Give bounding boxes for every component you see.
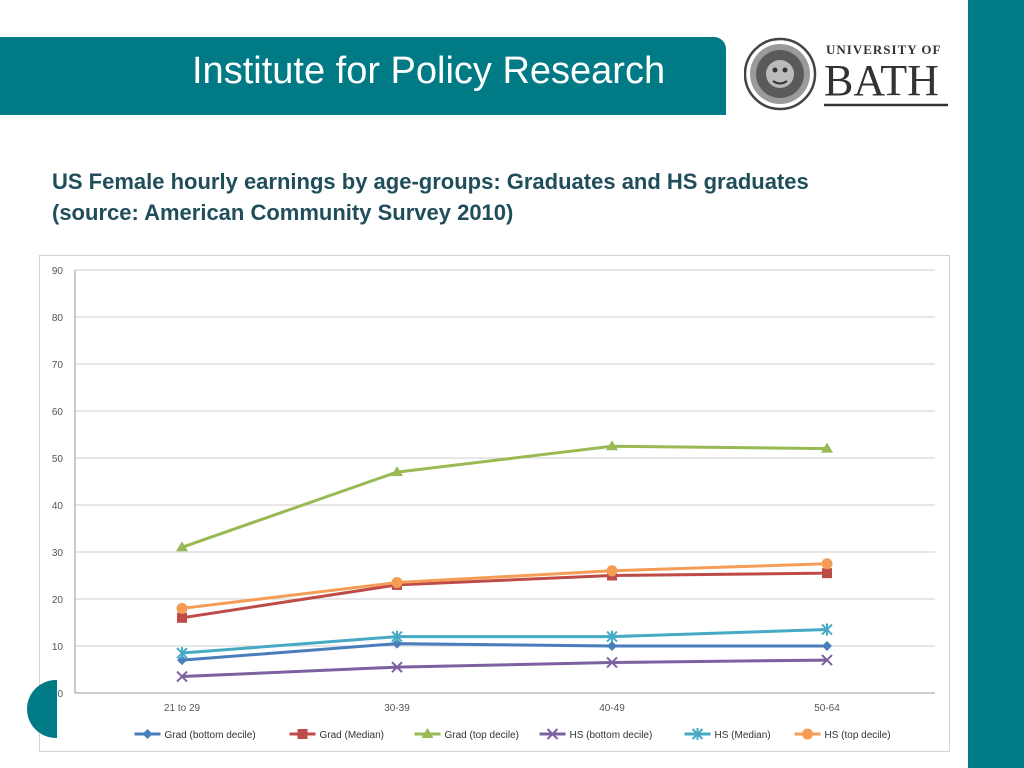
- legend-label: Grad (top decile): [445, 730, 519, 741]
- legend-marker: [802, 728, 813, 740]
- data-point: [177, 612, 187, 623]
- y-tick-label: 10: [52, 642, 64, 653]
- series-line: [181, 628, 828, 655]
- bottom-tab-decoration: [27, 680, 57, 738]
- data-point: [606, 565, 618, 577]
- x-tick-label: 30-39: [384, 703, 410, 714]
- data-point: [821, 442, 833, 453]
- x-tick-label: 50-64: [814, 703, 840, 714]
- header-band: [0, 37, 726, 115]
- y-tick-label: 20: [52, 595, 64, 606]
- university-logo: UNIVERSITY OF BATH: [744, 37, 948, 111]
- heading-line2: (source: American Community Survey 2010): [52, 200, 514, 225]
- data-point: [822, 568, 832, 579]
- heading-line1: US Female hourly earnings by age-groups:…: [52, 169, 809, 194]
- x-tick-label: 21 to 29: [164, 703, 201, 714]
- slide-heading: US Female hourly earnings by age-groups:…: [52, 166, 952, 228]
- y-tick-label: 70: [52, 360, 64, 371]
- series-line: [181, 562, 828, 610]
- data-point: [391, 661, 403, 673]
- data-point: [176, 647, 188, 660]
- data-point: [821, 654, 833, 666]
- data-point: [391, 577, 403, 589]
- data-point: [606, 630, 618, 643]
- logo-line2: BATH: [824, 56, 939, 105]
- series-line: [181, 658, 828, 679]
- header-title: Institute for Policy Research: [192, 50, 666, 92]
- data-point: [607, 641, 617, 651]
- y-tick-label: 0: [57, 689, 63, 700]
- crest-icon: [744, 37, 817, 111]
- legend-label: HS (top decile): [825, 730, 891, 741]
- chart-frame: 0 10 20 30 40 50 60 70 80 90 21 to 29 30-39 40-49 50-…: [39, 255, 950, 752]
- data-point: [177, 655, 187, 666]
- data-point: [176, 602, 188, 614]
- y-tick-label: 80: [52, 313, 64, 324]
- legend-label: Grad (bottom decile): [165, 730, 256, 741]
- logo-line1: UNIVERSITY OF: [826, 42, 941, 57]
- data-point: [822, 641, 832, 651]
- y-tick-label: 50: [52, 454, 64, 465]
- legend-marker: [142, 729, 153, 739]
- line-chart: 0 10 20 30 40 50 60 70 80 90 21 to 29 30-39 40-49 50-…: [52, 266, 935, 741]
- right-accent-bar: [968, 0, 1024, 768]
- series-line: [181, 444, 828, 549]
- data-point: [821, 558, 833, 570]
- legend-label: HS (bottom decile): [570, 730, 653, 741]
- legend-label: Grad (Median): [320, 730, 384, 741]
- data-point: [391, 466, 403, 477]
- legend-marker: [297, 729, 308, 739]
- series-line: [181, 642, 827, 662]
- legend-marker: [691, 728, 704, 740]
- y-tick-label: 40: [52, 501, 64, 512]
- legend-marker: [421, 728, 434, 738]
- legend-label: HS (Median): [715, 730, 771, 741]
- series-line: [181, 571, 828, 620]
- data-point: [606, 440, 618, 451]
- data-point: [392, 638, 402, 649]
- data-point: [391, 630, 403, 643]
- data-point: [821, 623, 833, 636]
- y-tick-label: 30: [52, 548, 64, 559]
- x-tick-label: 40-49: [599, 703, 625, 714]
- data-point: [606, 656, 618, 669]
- y-tick-label: 60: [52, 407, 64, 418]
- data-point: [176, 670, 188, 683]
- y-tick-label: 90: [52, 266, 64, 277]
- legend-marker: [546, 728, 559, 740]
- data-point: [176, 541, 188, 552]
